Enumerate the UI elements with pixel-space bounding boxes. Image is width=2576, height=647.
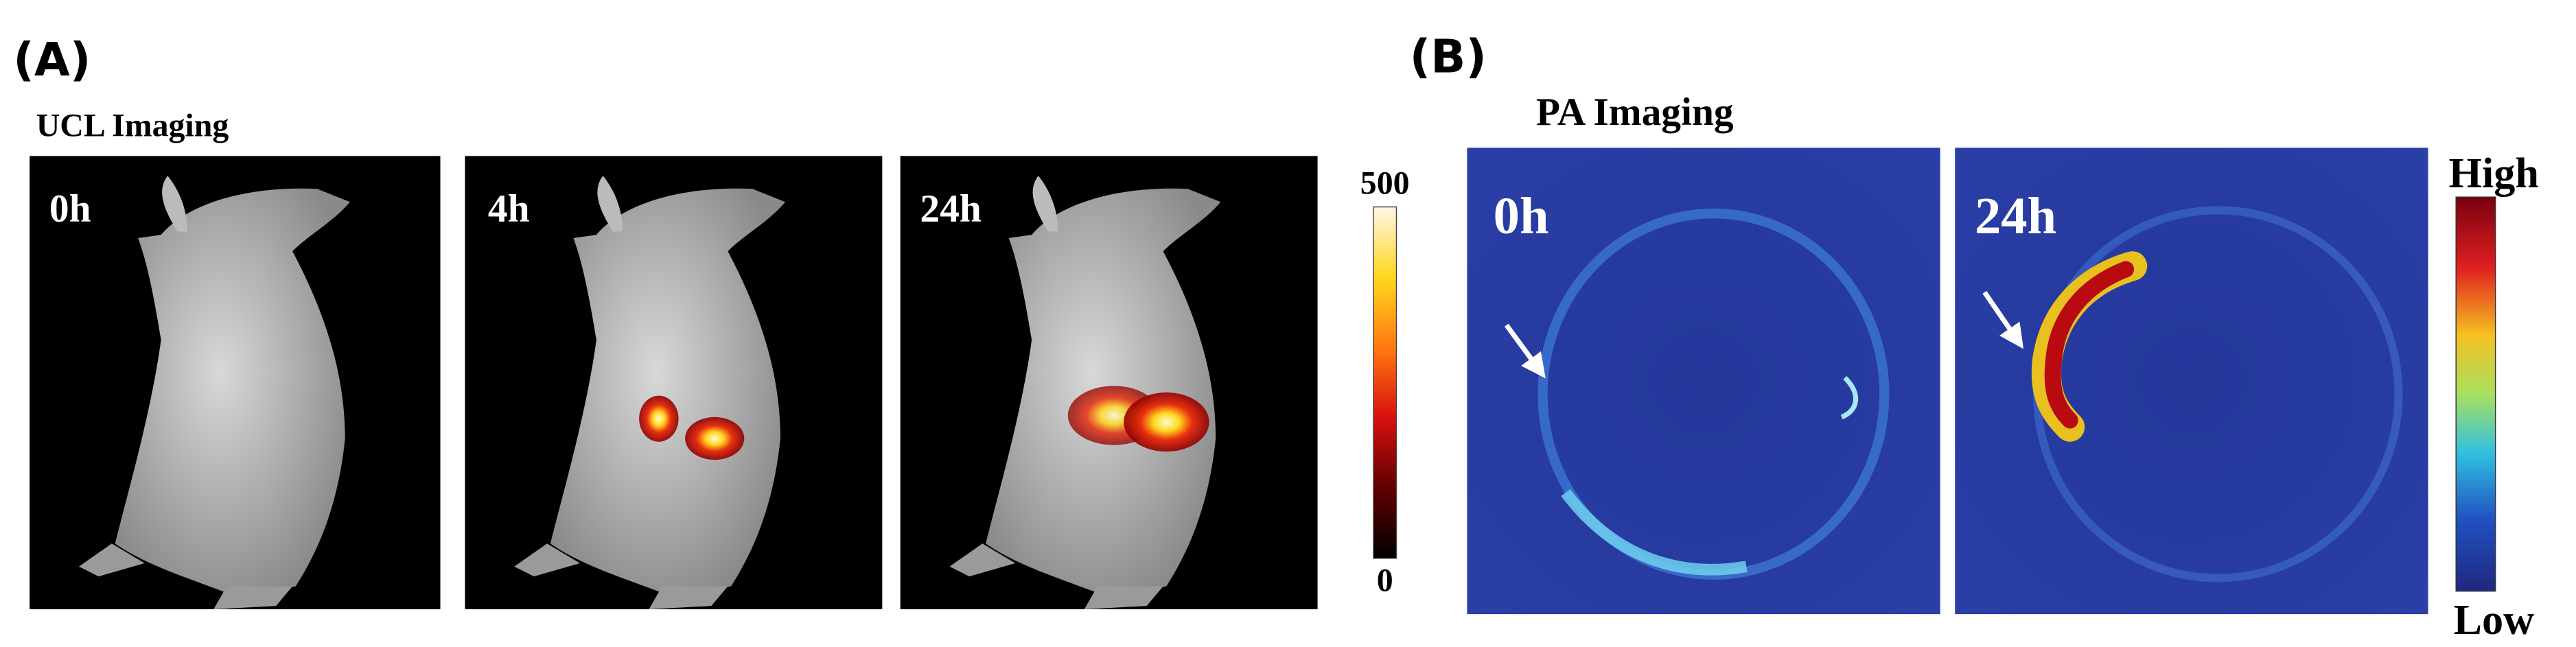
panel-b: (B) PA Imaging 0h 24h High Low	[1410, 30, 2539, 644]
panel-title: UCL Imaging	[36, 108, 229, 144]
time-label: 0h	[49, 187, 91, 231]
ring-highlight	[1561, 489, 1748, 576]
time-label: 0h	[1494, 187, 1549, 245]
signal-spot	[1124, 392, 1209, 452]
panel-label: (B)	[1410, 30, 1487, 83]
colorbar-low: Low	[2453, 597, 2534, 644]
image-frame: 24h	[1955, 148, 2428, 615]
image-frame: 24h	[900, 156, 1318, 609]
time-label: 24h	[920, 187, 981, 231]
arrow	[1504, 323, 1546, 379]
colorbar-min: 0	[1377, 563, 1393, 599]
panel-a: (A) UCL Imaging 0h 4h 24h 500 0	[13, 33, 1410, 609]
signal-region	[2044, 261, 2135, 429]
image-frame: 4h	[465, 156, 883, 609]
panel-title: PA Imaging	[1536, 91, 1734, 134]
signal-spot	[639, 395, 679, 442]
image-frame: 0h	[1467, 148, 1940, 615]
time-label: 24h	[1975, 187, 2056, 245]
colorbar-max: 500	[1360, 165, 1410, 201]
time-label: 4h	[488, 187, 530, 231]
signal-spot	[685, 416, 745, 460]
panel-label: (A)	[13, 33, 91, 86]
colorbar-high: High	[2449, 150, 2539, 197]
image-frame: 0h	[30, 156, 441, 609]
arrow	[1982, 290, 2024, 349]
colorbar	[2455, 196, 2496, 592]
colorbar	[1373, 206, 1397, 559]
ring-highlight	[1840, 375, 1859, 420]
